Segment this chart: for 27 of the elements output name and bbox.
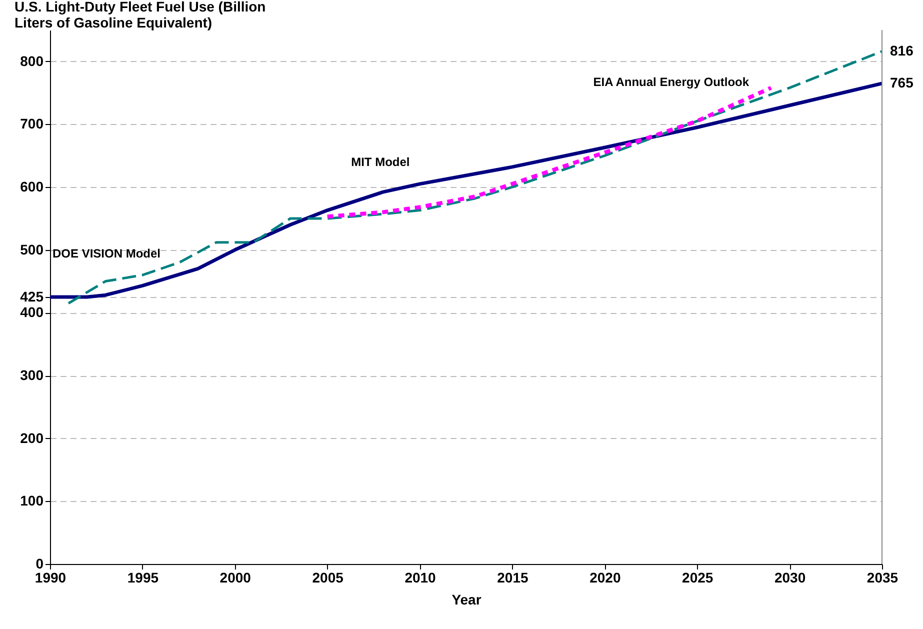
x-tick-label: 2005 xyxy=(312,570,344,586)
y-axis-title: U.S. Light-Duty Fleet Fuel Use (Billion Liters of Gasoline Equivalent) xyxy=(14,0,266,30)
annotation: 765 xyxy=(890,74,914,90)
y-tick-label: 300 xyxy=(20,367,44,384)
y-tick-label: 0 xyxy=(36,556,44,572)
y-tick-label: 425 xyxy=(20,288,44,304)
y-tick-label: 700 xyxy=(20,116,44,132)
annotation: 816 xyxy=(890,42,914,58)
y-tick-label: 100 xyxy=(20,492,44,509)
y-tick-label: 200 xyxy=(20,430,44,446)
x-tick-label: 2015 xyxy=(497,570,529,586)
x-axis-title: Year xyxy=(452,592,482,608)
x-tick-label: 2035 xyxy=(866,570,898,586)
x-tick-label: 1995 xyxy=(127,570,159,586)
series-label: MIT Model xyxy=(351,154,410,169)
y-tick-label: 600 xyxy=(20,178,44,195)
x-tick-label: 2000 xyxy=(220,570,252,586)
series-label: DOE VISION Model xyxy=(52,246,161,260)
x-tick-label: 2025 xyxy=(682,570,714,586)
x-tick-label: 2030 xyxy=(774,570,806,586)
y-tick-label: 800 xyxy=(20,52,44,69)
y-tick-label: 400 xyxy=(20,304,44,320)
y-tick-label: 500 xyxy=(20,241,44,258)
x-tick-label: 2010 xyxy=(404,570,436,586)
x-tick-label: 1990 xyxy=(34,570,66,586)
series-label: EIA Annual Energy Outlook xyxy=(593,74,750,89)
x-tick-label: 2020 xyxy=(590,570,621,586)
